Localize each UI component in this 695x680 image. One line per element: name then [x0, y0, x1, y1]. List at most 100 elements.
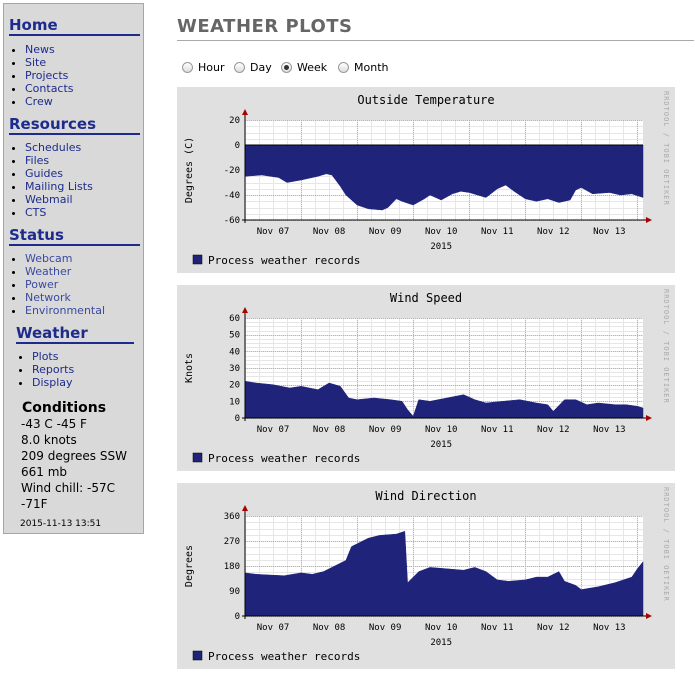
- y-tick-label: 20: [229, 116, 240, 126]
- x-tick-label: Nov 11: [481, 623, 514, 633]
- x-tick-label: Nov 07: [257, 227, 290, 237]
- x-tick-label: Nov 08: [313, 425, 346, 435]
- x-tick-label: Nov 09: [369, 623, 402, 633]
- nav-item-crew[interactable]: Crew: [25, 95, 74, 108]
- x-tick-label: Nov 09: [369, 227, 402, 237]
- section-title-resources[interactable]: Resources: [9, 115, 97, 133]
- nav-item-webcam[interactable]: Webcam: [25, 252, 105, 265]
- y-tick-label: 90: [229, 587, 240, 597]
- nav-item-schedules[interactable]: Schedules: [25, 141, 93, 154]
- section-title-home[interactable]: Home: [9, 16, 58, 34]
- nav-item-reports[interactable]: Reports: [32, 363, 74, 376]
- range-radio-month[interactable]: Month: [338, 61, 388, 74]
- legend-swatch: [192, 452, 203, 463]
- section-rule: [9, 34, 140, 36]
- x-tick-label: Nov 13: [593, 227, 626, 237]
- nav-item-network[interactable]: Network: [25, 291, 105, 304]
- data-area: [244, 381, 644, 419]
- x-tick-label: Nov 12: [537, 623, 570, 633]
- x-axis-label: 2015: [430, 440, 452, 450]
- section-rule: [16, 342, 134, 344]
- nav-item-display[interactable]: Display: [32, 376, 74, 389]
- y-axis-label: Degrees (C): [184, 137, 195, 203]
- x-tick-label: Nov 11: [481, 425, 514, 435]
- legend-label: Process weather records: [208, 254, 360, 267]
- y-tick-label: -20: [224, 166, 240, 176]
- status-nav: Webcam Weather Power Network Environment…: [9, 252, 105, 317]
- x-tick-label: Nov 11: [481, 227, 514, 237]
- radio-button-selected-icon[interactable]: [281, 62, 292, 73]
- radio-button-icon[interactable]: [234, 62, 245, 73]
- y-tick-label: 0: [235, 612, 240, 622]
- nav-item-mailing-lists[interactable]: Mailing Lists: [25, 180, 93, 193]
- condition-wind-speed: 8.0 knots: [21, 433, 77, 447]
- y-tick-label: 30: [229, 364, 240, 374]
- y-tick-label: 10: [229, 397, 240, 407]
- nav-item-weather[interactable]: Weather: [25, 265, 105, 278]
- section-title-weather[interactable]: Weather: [16, 324, 88, 342]
- sidebar: Home News Site Projects Contacts Crew Re…: [3, 3, 144, 534]
- chart-title: Outside Temperature: [357, 93, 494, 107]
- radio-label: Month: [354, 61, 389, 74]
- y-tick-label: 0: [235, 414, 240, 424]
- nav-item-projects[interactable]: Projects: [25, 69, 74, 82]
- nav-item-environmental[interactable]: Environmental: [25, 304, 105, 317]
- range-radio-week[interactable]: Week: [281, 61, 327, 74]
- radio-label: Hour: [198, 61, 225, 74]
- x-tick-label: Nov 12: [537, 227, 570, 237]
- legend-label: Process weather records: [208, 452, 360, 465]
- legend-swatch: [192, 650, 203, 661]
- nav-item-power[interactable]: Power: [25, 278, 105, 291]
- y-tick-label: 270: [224, 537, 240, 547]
- nav-item-contacts[interactable]: Contacts: [25, 82, 74, 95]
- resources-nav: Schedules Files Guides Mailing Lists Web…: [9, 141, 93, 219]
- weather-nav: Plots Reports Display: [16, 350, 74, 389]
- rrdtool-credit: RRDTOOL / TOBI OETIKER: [662, 91, 670, 206]
- x-tick-label: Nov 08: [313, 227, 346, 237]
- nav-item-cts[interactable]: CTS: [25, 206, 93, 219]
- y-tick-label: 0: [235, 141, 240, 151]
- wind-speed-chart: Wind Speed 60 50 40 30 20 10 0 Nov 07 Nov 08 Nov 0…: [184, 291, 652, 465]
- x-tick-label: Nov 08: [313, 623, 346, 633]
- x-tick-label: Nov 12: [537, 425, 570, 435]
- range-radio-day[interactable]: Day: [234, 61, 272, 74]
- nav-item-files[interactable]: Files: [25, 154, 93, 167]
- data-area: [244, 144, 644, 211]
- condition-wind-chill-f: -71F: [21, 497, 48, 511]
- wind-direction-chart: Wind Direction 360 270 180 90 0 Nov 07 Nov 08 No…: [184, 489, 652, 663]
- x-axis-label: 2015: [430, 242, 452, 252]
- nav-item-site[interactable]: Site: [25, 56, 74, 69]
- y-tick-label: 50: [229, 331, 240, 341]
- nav-item-webmail[interactable]: Webmail: [25, 193, 93, 206]
- nav-item-guides[interactable]: Guides: [25, 167, 93, 180]
- section-title-status[interactable]: Status: [9, 226, 64, 244]
- nav-item-plots[interactable]: Plots: [32, 350, 74, 363]
- x-tick-label: Nov 13: [593, 623, 626, 633]
- radio-label: Week: [297, 61, 328, 74]
- temperature-chart: Outside Temperature 20 0 -20 -40 -60 Nov 07 Nov…: [184, 93, 652, 267]
- x-axis-label: 2015: [430, 638, 452, 648]
- range-radio-hour[interactable]: Hour: [182, 61, 225, 74]
- rrdtool-credit: RRDTOOL / TOBI OETIKER: [662, 289, 670, 404]
- condition-pressure: 661 mb: [21, 465, 68, 479]
- condition-wind-direction: 209 degrees SSW: [21, 449, 127, 463]
- radio-label: Day: [250, 61, 272, 74]
- title-rule: [177, 40, 694, 41]
- x-tick-label: Nov 10: [425, 623, 458, 633]
- y-axis-arrow: [242, 109, 248, 115]
- radio-button-icon[interactable]: [182, 62, 193, 73]
- page-title: WEATHER PLOTS: [177, 16, 353, 37]
- y-axis-arrow: [242, 307, 248, 313]
- home-nav: News Site Projects Contacts Crew: [9, 43, 74, 108]
- y-tick-label: 60: [229, 314, 240, 324]
- chart-title: Wind Speed: [390, 291, 462, 305]
- y-tick-label: -60: [224, 216, 240, 226]
- x-tick-label: Nov 09: [369, 425, 402, 435]
- x-tick-label: Nov 10: [425, 425, 458, 435]
- x-tick-label: Nov 13: [593, 425, 626, 435]
- wind-speed-chart-panel: Wind Speed 60 50 40 30 20 10 0 Nov 07 Nov 08 Nov 0…: [177, 285, 675, 471]
- y-tick-label: 360: [224, 512, 240, 522]
- y-axis-label: Knots: [184, 353, 195, 383]
- nav-item-news[interactable]: News: [25, 43, 74, 56]
- radio-button-icon[interactable]: [338, 62, 349, 73]
